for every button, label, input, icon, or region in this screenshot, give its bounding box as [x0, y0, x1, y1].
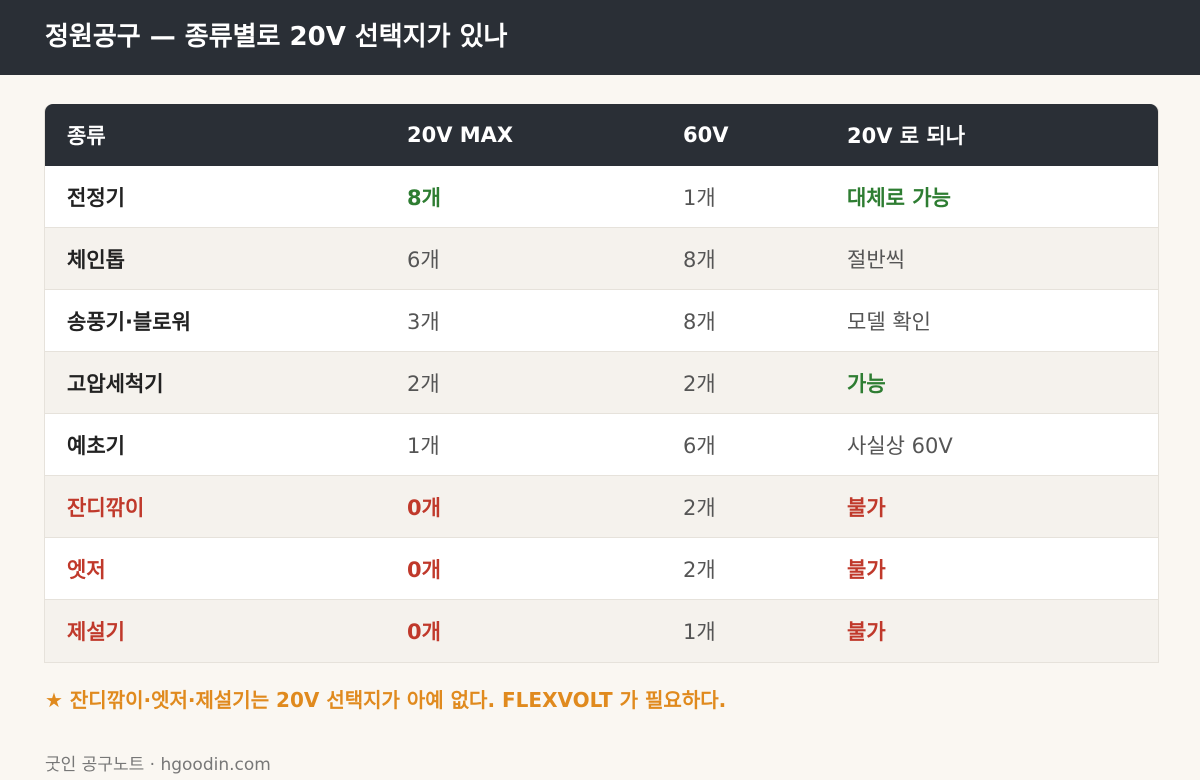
cell: 체인톱 [67, 247, 125, 272]
cell: 20V 로 되나 [847, 124, 966, 148]
cell: 잔디깎이 [67, 495, 145, 520]
cell: 불가 [847, 620, 886, 644]
cell: 불가 [847, 495, 886, 520]
table-row: 예초기 1개 6개 사실상 60V [45, 414, 1158, 476]
cell: 0개 [407, 620, 441, 644]
note: ★ 잔디깎이·엣저·제설기는 20V 선택지가 아예 없다. FLEXVOLT … [45, 688, 727, 712]
cell: 사실상 60V [847, 433, 953, 458]
cell: 엣저 [67, 557, 106, 582]
cell: 고압세척기 [67, 371, 164, 396]
cell: 절반씩 [847, 247, 905, 272]
cell: 2개 [407, 371, 440, 396]
cell: 2개 [683, 495, 716, 520]
cell: 6개 [407, 247, 440, 272]
cell: 예초기 [67, 433, 125, 458]
cell: 1개 [407, 433, 440, 458]
cell: 불가 [847, 557, 886, 582]
cell: 0개 [407, 557, 441, 582]
cell: 2개 [683, 371, 716, 396]
cell: 대체로 가능 [847, 185, 951, 210]
cell: 종류 [67, 124, 106, 148]
cell: 2개 [683, 557, 716, 582]
cell: 제설기 [67, 620, 125, 644]
cell: 60V [683, 123, 729, 147]
cell: 모델 확인 [847, 309, 931, 334]
table-row: 전정기 8개 1개 대체로 가능 [45, 166, 1158, 228]
title: 정원공구 — 종류별로 20V 선택지가 있나 [45, 22, 508, 52]
cell: 전정기 [67, 185, 125, 210]
footer: 굿인 공구노트 · hgoodin.com [45, 755, 271, 775]
cell: 8개 [683, 309, 716, 334]
cell: 가능 [847, 371, 886, 396]
table-row: 엣저 0개 2개 불가 [45, 538, 1158, 600]
table-row: 제설기 0개 1개 불가 [45, 600, 1158, 662]
cell: 6개 [683, 433, 716, 458]
table-row: 송풍기·블로워 3개 8개 모델 확인 [45, 290, 1158, 352]
cell: 1개 [683, 620, 716, 644]
cell: 송풍기·블로워 [67, 309, 191, 334]
cell: 0개 [407, 495, 441, 520]
table-row: 잔디깎이 0개 2개 불가 [45, 476, 1158, 538]
table-row: 체인톱 6개 8개 절반씩 [45, 228, 1158, 290]
table-row: 고압세척기 2개 2개 가능 [45, 352, 1158, 414]
cell: 3개 [407, 309, 440, 334]
cell: 8개 [683, 247, 716, 272]
header-row: 종류 20V MAX 60V 20V 로 되나 [45, 104, 1158, 166]
cell: 20V MAX [407, 123, 514, 147]
cell: 8개 [407, 185, 441, 210]
title-bar: 정원공구 — 종류별로 20V 선택지가 있나 [0, 0, 1200, 75]
cell: 1개 [683, 185, 716, 210]
